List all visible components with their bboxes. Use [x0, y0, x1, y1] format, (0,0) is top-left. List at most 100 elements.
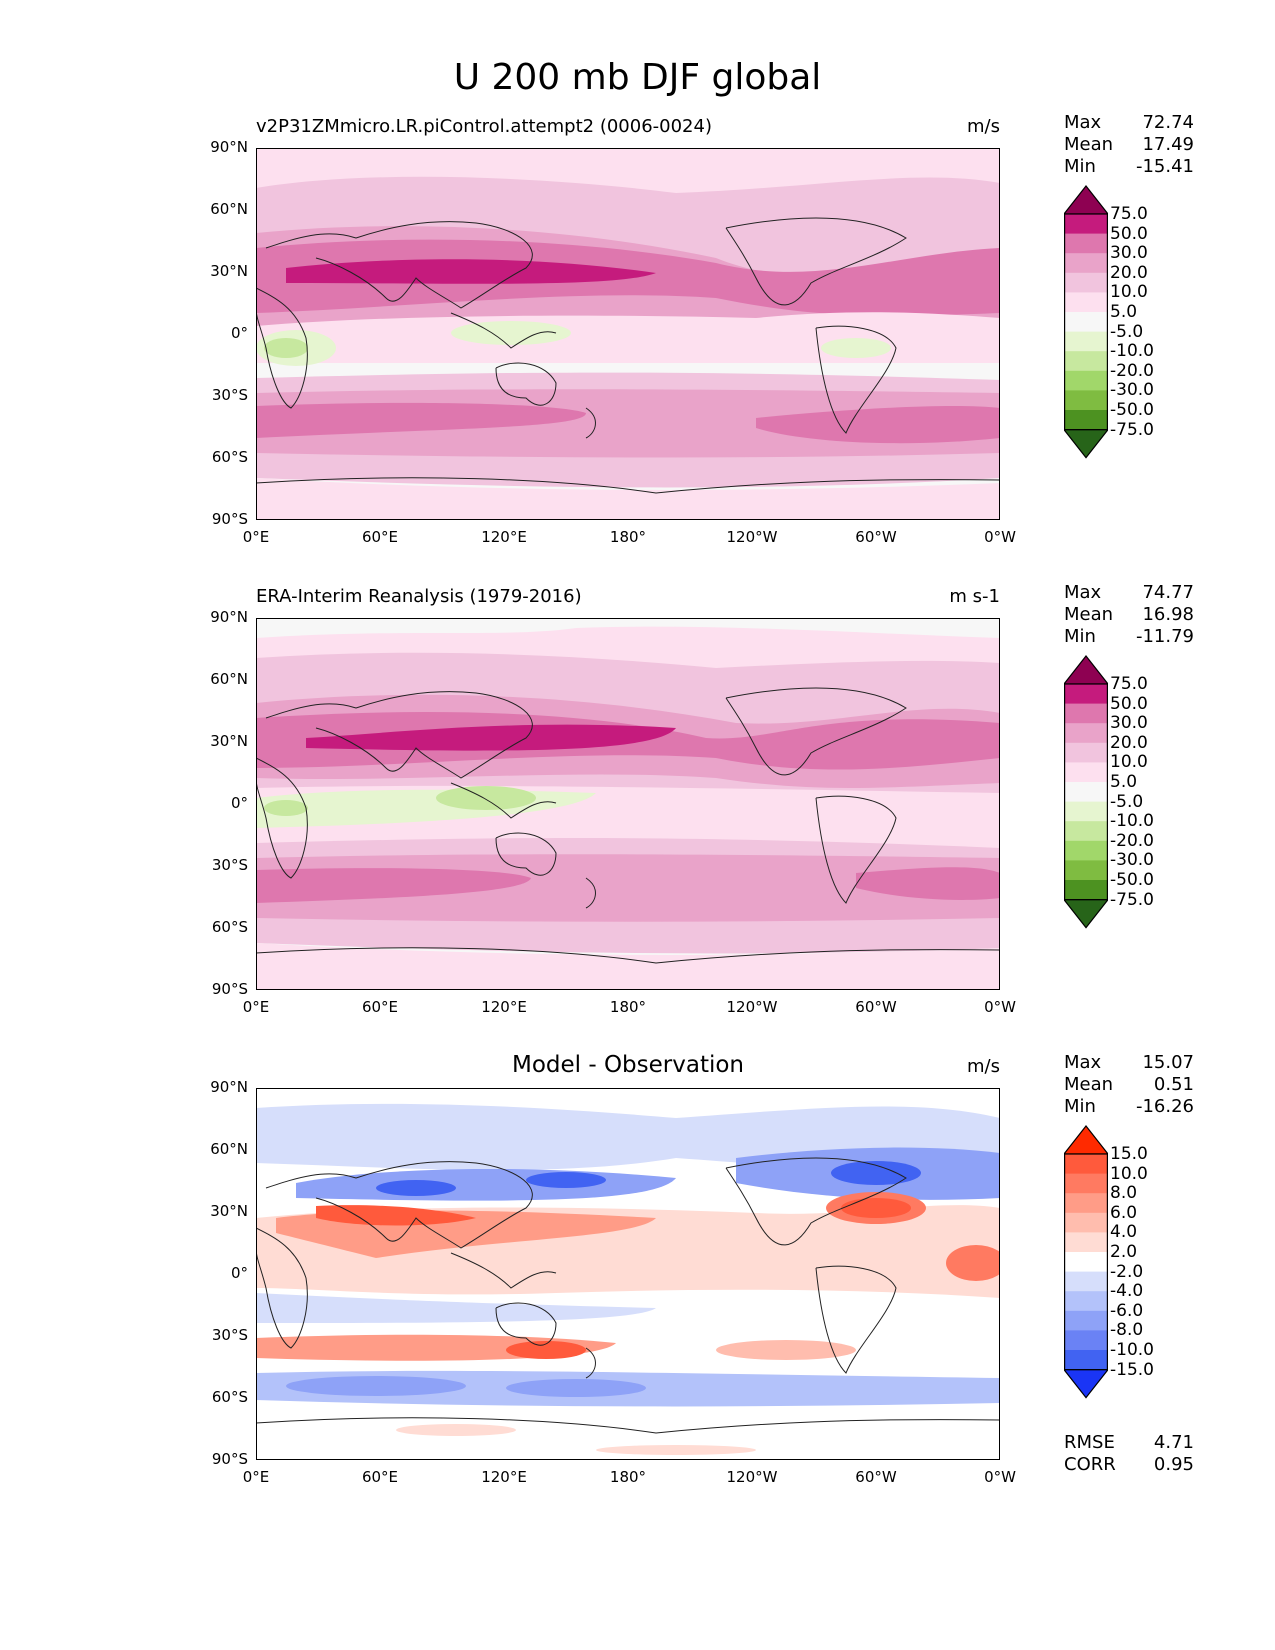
map-model: [256, 148, 1000, 520]
lon-tick: 180°: [609, 998, 647, 1016]
metrics-box: RMSE 4.71 CORR 0.95: [1064, 1432, 1194, 1476]
stats-box: Max 72.74 Mean 17.49 Min -15.41: [1064, 112, 1194, 178]
colorbar-bin: [1064, 1212, 1108, 1233]
colorbar-tick-label: -5.0: [1110, 321, 1144, 342]
colorbar-tick-label: -75.0: [1110, 419, 1154, 440]
colorbar-tick-label: 6.0: [1110, 1202, 1138, 1223]
lon-tick: 120°E: [481, 528, 527, 546]
stat-label: Min: [1064, 1096, 1096, 1117]
stat-label: Mean: [1064, 134, 1114, 155]
stat-value: -15.41: [1135, 156, 1194, 177]
stat-label: Mean: [1064, 604, 1114, 625]
pos-antarctic: [396, 1424, 516, 1436]
lat-tick: 0°: [230, 1264, 248, 1282]
neg-core-atlantic: [831, 1161, 921, 1185]
panel-units: m/s: [967, 116, 1000, 137]
lon-tick: 0°E: [242, 998, 270, 1016]
colorbar-extend-bottom: [1064, 899, 1108, 929]
colorbar-tick-label: -15.0: [1110, 1359, 1154, 1380]
panel-units: m/s: [967, 1056, 1000, 1077]
stat-label: Max: [1064, 1052, 1102, 1073]
colorbar-tick-label: -4.0: [1110, 1281, 1144, 1302]
colorbar-tick-label: 2.0: [1110, 1242, 1138, 1262]
colorbar-bin: [1064, 860, 1108, 881]
coastlines: [256, 217, 1000, 494]
easterly-maritime-core: [436, 786, 536, 810]
colorbar-bin: [1064, 723, 1108, 744]
panel-model: v2P31ZMmicro.LR.piControl.attempt2 (0006…: [0, 112, 1275, 588]
colorbar-extend-bottom: [1064, 429, 1108, 459]
neg-band-sh1: [256, 1293, 656, 1323]
colorbar-tick-label: -5.0: [1110, 791, 1144, 812]
colorbar-bin: [1064, 1252, 1108, 1273]
colorbar-tick-label: 20.0: [1110, 732, 1148, 753]
lat-tick: 60°S: [211, 918, 248, 936]
colorbar-bin: [1064, 272, 1108, 293]
easterly-samerica: [821, 338, 891, 358]
lat-tick: 90°S: [211, 980, 248, 998]
lat-tick: 60°S: [211, 448, 248, 466]
panel-units: m s-1: [949, 586, 1000, 607]
sh-jet-east: [756, 406, 1000, 444]
easterly-maritime: [451, 321, 571, 345]
pos-core-asia: [316, 1205, 476, 1226]
lon-tick: 60°W: [855, 998, 897, 1016]
colorbar-bin: [1064, 214, 1108, 235]
lon-tick: 60°E: [361, 528, 399, 546]
colorbar: [1064, 185, 1108, 459]
neg-core-asia: [376, 1180, 456, 1196]
figure-title: U 200 mb DJF global: [453, 57, 822, 98]
lat-tick: 60°N: [210, 200, 248, 218]
stat-value: 16.98: [1142, 604, 1194, 625]
colorbar-bin: [1064, 801, 1108, 822]
panel-title: Model - Observation: [511, 1052, 745, 1078]
pos-atlantic-core: [841, 1198, 911, 1218]
panel-title: v2P31ZMmicro.LR.piControl.attempt2 (0006…: [256, 116, 712, 137]
colorbar-tick-label: -20.0: [1110, 830, 1154, 851]
stat-label: Max: [1064, 582, 1102, 603]
stat-label: Max: [1064, 112, 1102, 133]
colorbar-bin: [1064, 1350, 1108, 1371]
pos-sh-east: [716, 1340, 856, 1360]
colorbar-bin: [1064, 233, 1108, 254]
colorbar-tick-label: -6.0: [1110, 1300, 1144, 1321]
colorbar-tick-label: 4.0: [1110, 1222, 1138, 1243]
lon-tick: 120°E: [481, 998, 527, 1016]
easterly-africa-core: [264, 338, 308, 358]
colorbar-bin: [1064, 312, 1108, 333]
colorbar-bin: [1064, 390, 1108, 411]
colorbar-tick-label: 5.0: [1110, 302, 1138, 322]
colorbar-bin: [1064, 331, 1108, 352]
colorbar-tick-label: -8.0: [1110, 1320, 1144, 1341]
colorbar-extend-bottom: [1064, 1369, 1108, 1399]
lon-tick: 0°W: [984, 998, 1016, 1016]
colorbar-bin: [1064, 351, 1108, 372]
colorbar-tick-label: 50.0: [1110, 693, 1148, 714]
lat-tick: 60°N: [210, 1140, 248, 1158]
colorbar-bin: [1064, 292, 1108, 313]
panel-title: ERA-Interim Reanalysis (1979-2016): [256, 586, 582, 607]
stat-value: -16.26: [1135, 1096, 1194, 1117]
stat-label: Min: [1064, 626, 1096, 647]
colorbar-tick-label: 8.0: [1110, 1183, 1138, 1204]
lat-tick: 60°S: [211, 1388, 248, 1406]
polar-band-s: [256, 478, 1000, 520]
colorbar-tick-label: -10.0: [1110, 341, 1154, 362]
metric-value: 0.95: [1153, 1454, 1194, 1475]
colorbar-bin: [1064, 703, 1108, 724]
stat-label: Min: [1064, 156, 1096, 177]
lat-tick: 90°S: [211, 510, 248, 528]
polar-band-s: [256, 943, 1000, 990]
sh-jet-east: [856, 867, 1000, 900]
colorbar-frame: [1064, 213, 1108, 431]
colorbar-extend-top: [1064, 655, 1108, 685]
stats-box: Max 74.77 Mean 16.98 Min -11.79: [1064, 582, 1194, 648]
colorbar-tick-label: -50.0: [1110, 400, 1154, 420]
colorbar-bin: [1064, 253, 1108, 274]
map-diff: [256, 1088, 1000, 1460]
coastlines: [256, 1157, 1000, 1434]
colorbar-bin: [1064, 821, 1108, 842]
colorbar-tick-label: -2.0: [1110, 1261, 1144, 1282]
stat-label: Mean: [1064, 1074, 1114, 1095]
colorbar-tick-label: 30.0: [1110, 713, 1148, 734]
